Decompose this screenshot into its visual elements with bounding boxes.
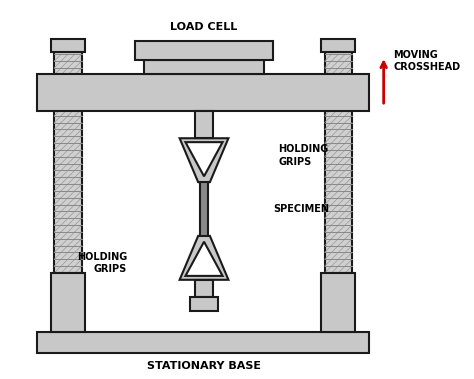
Bar: [37, 332, 369, 353]
Bar: [145, 60, 264, 74]
Text: LOAD CELL: LOAD CELL: [171, 22, 237, 32]
Bar: [37, 74, 369, 111]
Text: SPECIMEN: SPECIMEN: [273, 204, 329, 214]
Text: STATIONARY BASE: STATIONARY BASE: [147, 361, 261, 371]
Bar: [195, 280, 213, 298]
Bar: [321, 273, 356, 332]
Bar: [200, 182, 208, 236]
Bar: [135, 41, 273, 60]
Bar: [51, 39, 85, 52]
Polygon shape: [180, 138, 228, 182]
Text: MOVING
CROSSHEAD: MOVING CROSSHEAD: [393, 50, 461, 72]
Polygon shape: [185, 142, 223, 176]
Bar: [321, 39, 356, 52]
Bar: [51, 273, 85, 332]
Text: HOLDING
GRIPS: HOLDING GRIPS: [278, 144, 328, 166]
Bar: [191, 298, 218, 311]
Bar: [325, 52, 352, 273]
Bar: [195, 111, 213, 138]
Polygon shape: [180, 236, 228, 280]
Text: HOLDING
GRIPS: HOLDING GRIPS: [77, 252, 127, 274]
Polygon shape: [185, 242, 223, 276]
Bar: [54, 52, 82, 273]
